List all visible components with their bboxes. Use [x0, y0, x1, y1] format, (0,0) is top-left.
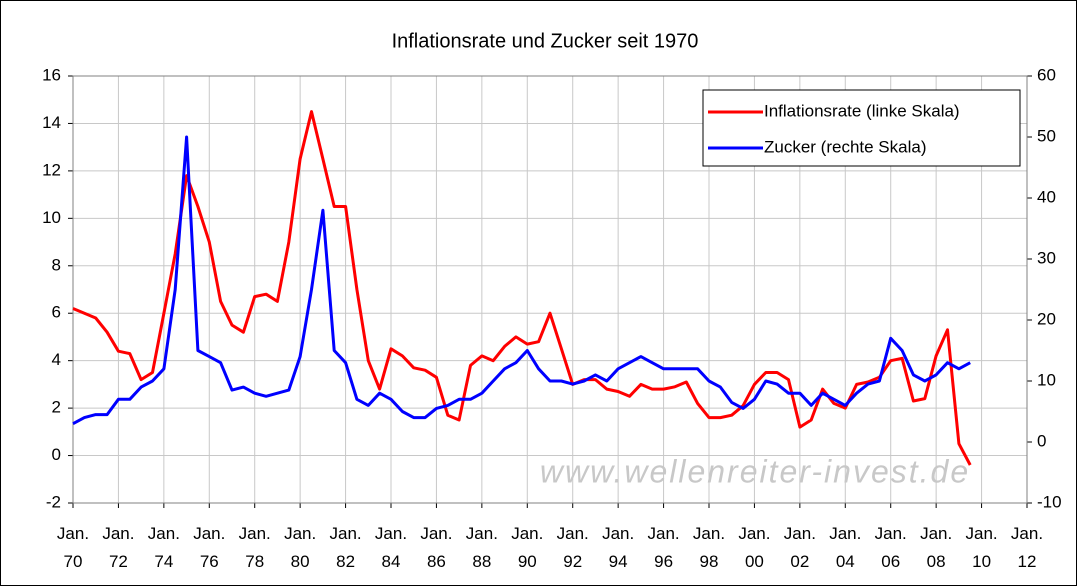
legend-box	[702, 89, 1021, 167]
y-tick-label: 14	[42, 113, 61, 132]
x-tick-label: Jan. 80	[284, 524, 316, 571]
y2-tick-label: 40	[1037, 187, 1056, 206]
y-tick-label: 10	[42, 208, 61, 227]
y-tick-label: 16	[42, 65, 61, 84]
x-tick-label: Jan. 78	[239, 524, 271, 571]
y2-tick-label: -10	[1037, 492, 1062, 511]
y2-tick-label: 60	[1037, 65, 1056, 84]
x-tick-label: Jan. 88	[466, 524, 498, 571]
x-tick-label: Jan. 02	[784, 524, 816, 571]
y-tick-label: 12	[42, 160, 61, 179]
x-tick-label: Jan. 74	[148, 524, 180, 571]
x-tick-label: Jan. 08	[920, 524, 952, 571]
legend-label: Inflationsrate (linke Skala)	[764, 101, 960, 120]
y-tick-label: -2	[46, 492, 61, 511]
x-tick-label: Jan. 84	[375, 524, 407, 571]
y-tick-label: 8	[52, 255, 61, 274]
x-tick-label: Jan. 96	[648, 524, 680, 571]
x-tick-label: Jan. 06	[875, 524, 907, 571]
series-line	[72, 135, 971, 426]
x-tick-label: Jan. 86	[420, 524, 452, 571]
y-tick-label: 6	[52, 303, 61, 322]
y-tick-label: 0	[52, 445, 61, 464]
x-tick-label: Jan. 92	[557, 524, 589, 571]
x-tick-label: Jan. 76	[193, 524, 225, 571]
x-tick-label: Jan. 72	[102, 524, 134, 571]
plot-border	[72, 75, 1028, 504]
y2-tick-label: 0	[1037, 431, 1046, 450]
y2-tick-label: 50	[1037, 126, 1056, 145]
y2-tick-label: 20	[1037, 309, 1056, 328]
x-tick-label: Jan. 98	[693, 524, 725, 571]
x-tick-label: Jan. 04	[829, 524, 861, 571]
y-tick-label: 2	[52, 398, 61, 417]
y2-tick-label: 30	[1037, 248, 1056, 267]
x-tick-label: Jan. 90	[511, 524, 543, 571]
x-tick-label: Jan. 82	[330, 524, 362, 571]
legend-label: Zucker (rechte Skala)	[764, 137, 927, 156]
y-tick-label: 4	[52, 350, 61, 369]
chart-title: Inflationsrate und Zucker seit 1970	[392, 30, 699, 52]
x-tick-label: Jan. 00	[738, 524, 770, 571]
x-tick-label: Jan. 94	[602, 524, 634, 571]
x-tick-label: Jan. 70	[57, 524, 89, 571]
watermark: www.wellenreiter-invest.de	[540, 453, 970, 489]
x-tick-label: Jan. 10	[966, 524, 998, 571]
x-tick-label: Jan. 12	[1011, 524, 1043, 571]
y2-tick-label: 10	[1037, 370, 1056, 389]
